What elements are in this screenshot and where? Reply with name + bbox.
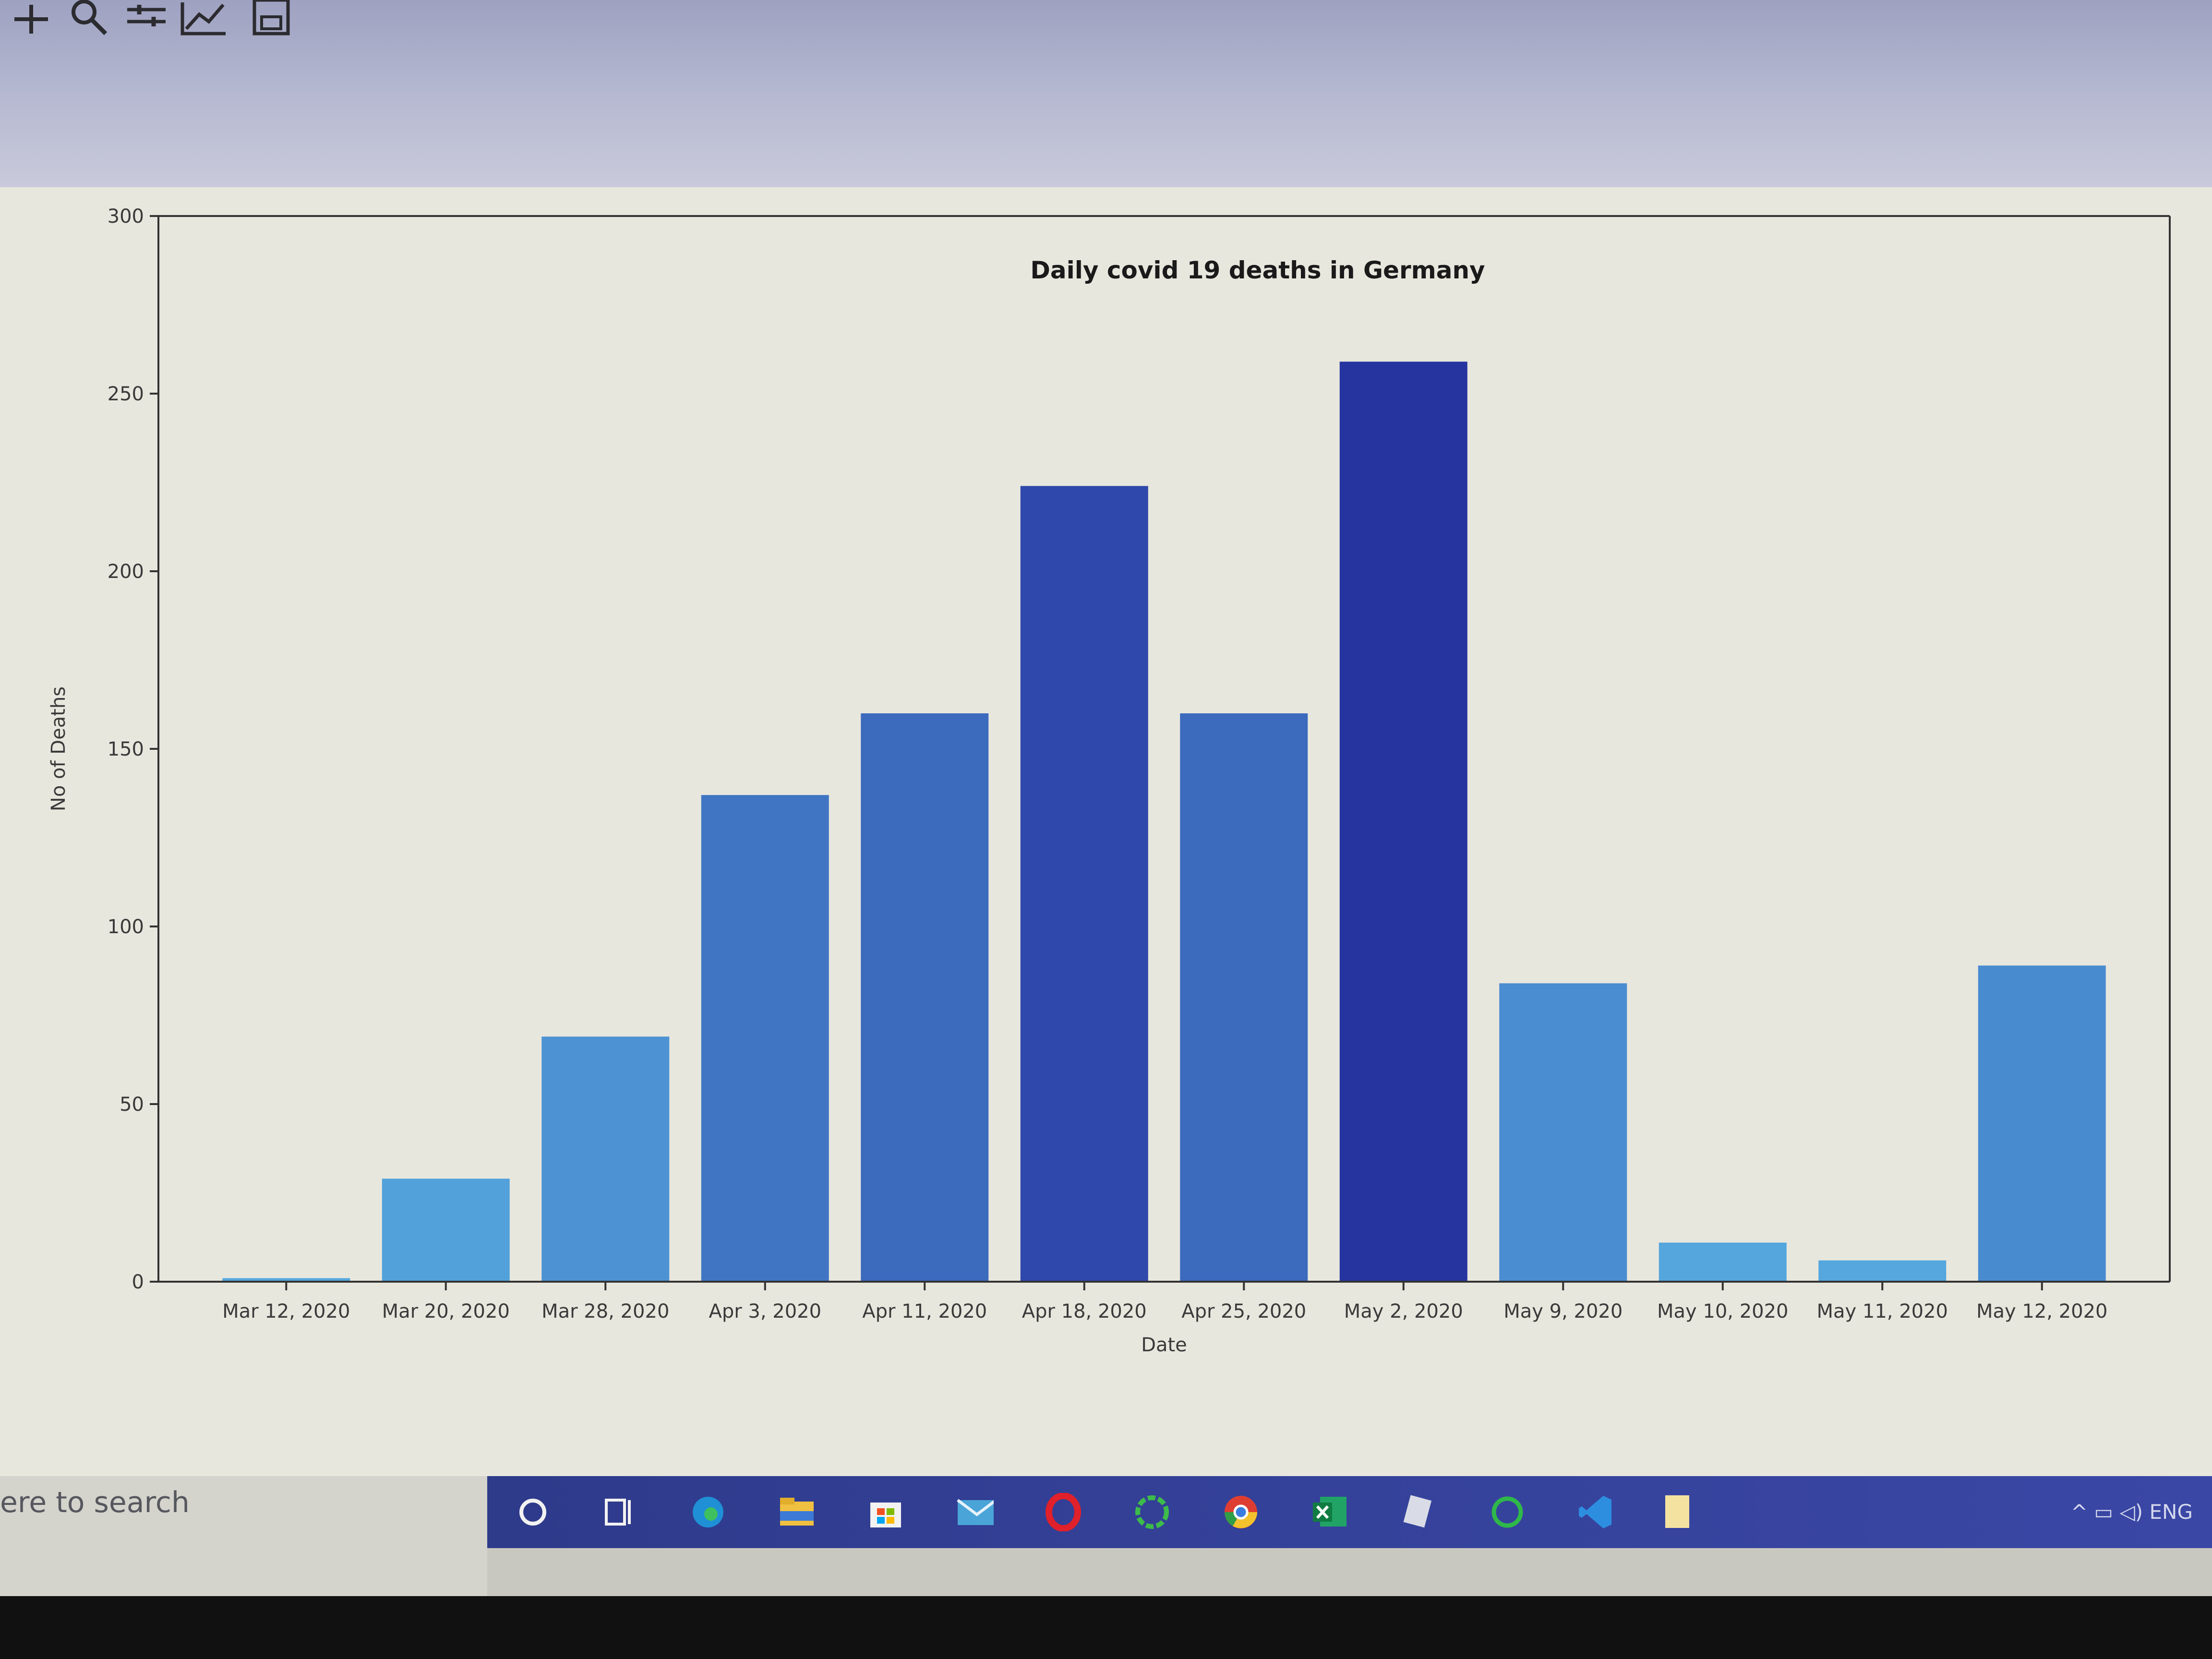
x-tick-label: Apr 3, 2020 [709,1300,821,1322]
x-tick-label: May 9, 2020 [1503,1300,1623,1322]
edge-icon[interactable] [689,1493,727,1531]
bar-0 [222,1278,350,1282]
bar-1 [382,1178,510,1282]
x-tick-label: Mar 28, 2020 [541,1300,669,1322]
mail-icon[interactable] [955,1493,994,1531]
bar-3 [701,795,829,1282]
chrome-icon[interactable] [1222,1493,1260,1531]
tray-chevron-icon[interactable]: ^ [2070,1500,2088,1524]
y-tick-label: 250 [108,383,144,405]
x-tick-label: May 10, 2020 [1657,1300,1789,1322]
zoom-icon[interactable] [62,0,115,38]
bar-10 [1818,1260,1947,1282]
taskbar: ere to search [0,1476,2212,1596]
tray-network-icon[interactable]: ▭ [2094,1500,2114,1524]
bar-9 [1659,1242,1787,1282]
search-placeholder: ere to search [0,1486,190,1519]
file-explorer-icon[interactable] [778,1493,816,1531]
x-tick-label: Apr 25, 2020 [1181,1300,1306,1322]
save-icon[interactable] [250,0,302,38]
y-tick-label: 100 [108,916,144,938]
chart-title: Daily covid 19 deaths in Germany [1030,256,1485,284]
bar-chart: 0 50 100 150 200 250 300 Mar 12, 2020 Mar 20, 2… [48,205,2171,1356]
cortana-icon[interactable] [514,1493,552,1531]
store-icon[interactable] [866,1493,905,1531]
x-ticks: Mar 12, 2020 Mar 20, 2020 Mar 28, 2020 Apr … [222,1282,2108,1322]
pan-icon[interactable] [5,0,58,38]
edit-axis-icon[interactable] [178,0,230,38]
x-tick-label: Mar 20, 2020 [382,1300,510,1322]
opera-icon[interactable] [1044,1493,1082,1531]
bar-2 [541,1036,670,1282]
bar-11 [1978,965,2106,1282]
x-tick-label: Apr 18, 2020 [1022,1300,1147,1322]
bar-5 [1020,486,1148,1282]
y-ticks: 0 50 100 150 200 250 300 [108,205,158,1293]
figure-toolbar [0,0,2212,187]
spinner-app-icon[interactable] [1133,1493,1171,1531]
tray-language[interactable]: ENG [2149,1500,2193,1524]
bars [222,361,2106,1282]
green-circle-icon[interactable] [1488,1493,1527,1531]
excel-icon[interactable] [1310,1493,1349,1531]
taskbar-icons-strip: ^ ▭ ◁) ENG [487,1476,2212,1548]
notepad-icon[interactable] [1399,1493,1438,1531]
x-tick-label: May 11, 2020 [1816,1300,1948,1322]
y-tick-label: 200 [108,561,144,583]
axes [157,215,2171,1283]
x-tick-label: Apr 11, 2020 [862,1300,987,1322]
configure-subplots-icon[interactable] [120,0,173,38]
y-axis-label: No of Deaths [48,686,70,811]
x-axis-label: Date [1141,1334,1187,1356]
bar-4 [861,713,989,1282]
y-tick-label: 0 [132,1271,144,1293]
plot-area: 0 50 100 150 200 250 300 Mar 12, 2020 Mar 20, 2… [0,187,2212,1483]
y-tick-label: 150 [108,738,144,760]
system-tray[interactable]: ^ ▭ ◁) ENG [2071,1500,2193,1524]
vscode-icon[interactable] [1577,1493,1615,1531]
bar-7 [1339,361,1467,1282]
x-tick-label: May 12, 2020 [1976,1300,2108,1322]
task-view-icon[interactable] [600,1493,638,1531]
taskbar-search-box[interactable]: ere to search [0,1476,487,1596]
bar-8 [1499,983,1627,1282]
x-tick-label: May 2, 2020 [1344,1300,1463,1322]
bar-6 [1180,713,1308,1282]
monitor-bezel [0,1596,2212,1659]
tray-volume-icon[interactable]: ◁) [2119,1500,2143,1524]
y-tick-label: 300 [108,205,144,228]
x-tick-label: Mar 12, 2020 [222,1300,350,1322]
y-tick-label: 50 [120,1094,144,1116]
file-icon[interactable] [1659,1493,1697,1531]
